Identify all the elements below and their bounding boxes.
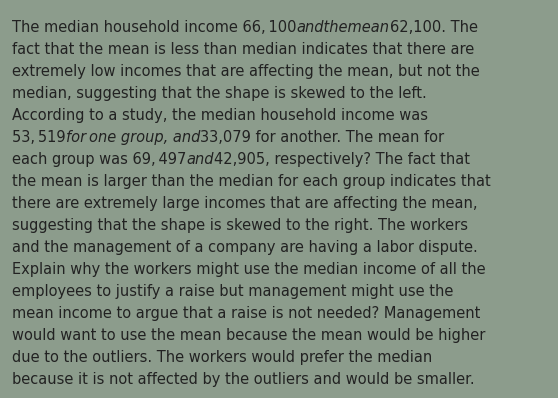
Text: 33,079 for another. The mean for: 33,079 for another. The mean for: [200, 130, 444, 145]
Text: for one group, and: for one group, and: [66, 130, 200, 145]
Text: 62,100. The: 62,100. The: [389, 20, 478, 35]
Text: suggesting that the shape is skewed to the right. The workers: suggesting that the shape is skewed to t…: [12, 218, 468, 233]
Text: because it is not affected by the outliers and would be smaller.: because it is not affected by the outlie…: [12, 372, 475, 387]
Text: fact that the mean is less than median indicates that there are: fact that the mean is less than median i…: [12, 42, 474, 57]
Text: andthemean: andthemean: [296, 20, 389, 35]
Text: employees to justify a raise but management might use the: employees to justify a raise but managem…: [12, 284, 453, 299]
Text: Explain why the workers might use the median income of all the: Explain why the workers might use the me…: [12, 262, 485, 277]
Text: due to the outliers. The workers would prefer the median: due to the outliers. The workers would p…: [12, 350, 432, 365]
Text: and the management of a company are having a labor dispute.: and the management of a company are havi…: [12, 240, 478, 255]
Text: mean income to argue that a raise is not needed? Management: mean income to argue that a raise is not…: [12, 306, 480, 321]
Text: would want to use the mean because the mean would be higher: would want to use the mean because the m…: [12, 328, 485, 343]
Text: 53, 519: 53, 519: [12, 130, 66, 145]
Text: The median household income 66, 100: The median household income 66, 100: [12, 20, 296, 35]
Text: median, suggesting that the shape is skewed to the left.: median, suggesting that the shape is ske…: [12, 86, 427, 101]
Text: 42,905, respectively? The fact that: 42,905, respectively? The fact that: [214, 152, 470, 167]
Text: the mean is larger than the median for each group indicates that: the mean is larger than the median for e…: [12, 174, 490, 189]
Text: there are extremely large incomes that are affecting the mean,: there are extremely large incomes that a…: [12, 196, 478, 211]
Text: According to a study, the median household income was: According to a study, the median househo…: [12, 108, 428, 123]
Text: extremely low incomes that are affecting the mean, but not the: extremely low incomes that are affecting…: [12, 64, 480, 79]
Text: and: and: [186, 152, 214, 167]
Text: each group was 69, 497: each group was 69, 497: [12, 152, 186, 167]
